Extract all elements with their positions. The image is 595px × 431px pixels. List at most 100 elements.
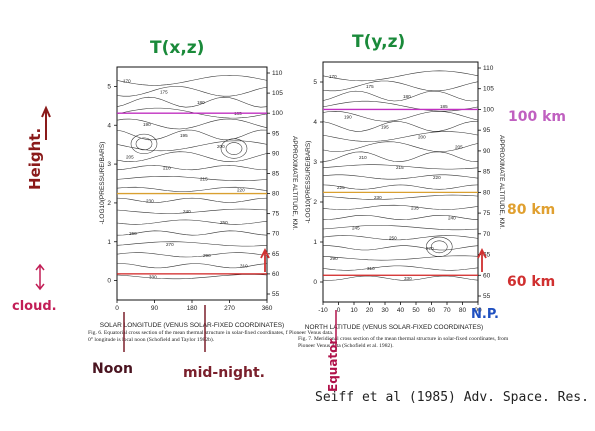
contour-line-260 xyxy=(116,230,268,236)
contour-line-250 xyxy=(322,235,479,241)
contour-line-195 xyxy=(322,121,479,132)
contour-label-290: 290 xyxy=(203,253,211,258)
contour-label-195: 195 xyxy=(381,124,389,129)
y2-tick-label: 55 xyxy=(483,293,491,300)
cloud-annotation: cloud. xyxy=(12,299,57,314)
contour-label-215: 215 xyxy=(396,165,404,170)
y-tick-label: 0 xyxy=(313,279,317,286)
contour-line-330 xyxy=(322,275,479,281)
contour-line-210 xyxy=(116,165,268,171)
y2-tick-label: 75 xyxy=(483,210,491,217)
contour-label-200: 200 xyxy=(418,135,426,140)
y2-tick-label: 70 xyxy=(483,231,491,238)
x-tick-label: 70 xyxy=(443,307,451,314)
panel-right-chart: T(y,z) 170175180185190195200205210215220… xyxy=(298,32,509,349)
x-tick-label: 0 xyxy=(115,305,119,312)
closed-contour xyxy=(135,137,153,151)
y2-tick-label: 100 xyxy=(272,110,283,117)
contour-line-250 xyxy=(116,219,268,225)
x-tick-label: 50 xyxy=(412,307,420,314)
contour-label-240: 240 xyxy=(448,215,456,220)
contour-line-180 xyxy=(116,96,268,108)
x-tick-label: -10 xyxy=(318,307,328,314)
contour-line-195 xyxy=(116,129,268,141)
right-caption-line2: Pioneer Venus data (Schofield et al. 198… xyxy=(298,342,394,349)
y2-tick-label: 85 xyxy=(272,170,280,177)
contour-label-235: 235 xyxy=(411,205,419,210)
y2-tick-label: 95 xyxy=(483,127,491,134)
contour-label-290: 290 xyxy=(330,256,338,261)
y-tick-label: 1 xyxy=(107,239,111,246)
left-chart-title: T(x,z) xyxy=(150,38,204,58)
contour-line-310 xyxy=(322,265,479,271)
annotations: Height. cloud. Noon mid-night. Equator N… xyxy=(12,105,595,405)
x-tick-label: 40 xyxy=(397,307,405,314)
contour-label-330: 330 xyxy=(149,275,157,280)
closed-contour xyxy=(225,142,243,155)
y-tick-label: 2 xyxy=(313,199,317,206)
contour-line-330 xyxy=(116,274,268,280)
contour-line-230 xyxy=(116,197,268,203)
x-tick-label: 180 xyxy=(187,305,198,312)
contour-line-185 xyxy=(116,107,268,119)
contour-label-310: 310 xyxy=(240,264,248,269)
contour-label-210: 210 xyxy=(163,166,171,171)
closed-contour xyxy=(220,138,248,159)
contour-line-235 xyxy=(322,204,479,210)
y-tick-label: 4 xyxy=(107,122,111,129)
right-y2label: APPROXIMATE ALTITUDE, KM. xyxy=(498,135,505,229)
contour-label-270: 270 xyxy=(426,246,434,251)
right-caption-line1: Fig. 7. Meridional cross section of the … xyxy=(298,335,509,342)
y-tick-label: 0 xyxy=(107,278,111,285)
contour-line-190 xyxy=(322,111,479,122)
contour-line-205 xyxy=(322,141,479,152)
contour-line-190 xyxy=(116,118,268,130)
contour-label-220: 220 xyxy=(433,175,441,180)
height-arrow xyxy=(41,105,51,140)
x-tick-label: 270 xyxy=(224,305,235,312)
left-altitude-arrow xyxy=(260,247,270,272)
right-ylabel: -LOG10(PRESSURE/BARS) xyxy=(305,141,312,224)
contour-line-200 xyxy=(116,140,268,152)
left-caption-line2: 0° longitude is local noon (Schofield an… xyxy=(88,336,215,343)
contour-label-170: 170 xyxy=(329,74,337,79)
y2-tick-label: 100 xyxy=(483,106,494,113)
contour-label-245: 245 xyxy=(352,226,360,231)
x-tick-label: 60 xyxy=(428,307,436,314)
contour-line-175 xyxy=(322,80,479,92)
right-altitude-arrow xyxy=(477,247,487,272)
contour-label-310: 310 xyxy=(367,266,375,271)
contour-line-205 xyxy=(116,151,268,162)
y-tick-label: 5 xyxy=(107,83,111,90)
contour-label-175: 175 xyxy=(160,89,168,94)
contour-line-175 xyxy=(116,86,268,97)
contour-line-170 xyxy=(116,75,268,86)
contour-label-180: 180 xyxy=(403,94,411,99)
contour-line-215 xyxy=(322,164,479,170)
y-tick-label: 3 xyxy=(313,159,317,166)
contour-line-230 xyxy=(322,194,479,200)
contour-label-270: 270 xyxy=(166,242,174,247)
height-annotation: Height. xyxy=(26,128,44,190)
contour-label-195: 195 xyxy=(180,133,188,138)
left-ylabel: -LOG10(PRESSURE/BARS) xyxy=(99,142,106,225)
km100-annotation: 100 km xyxy=(508,109,566,125)
left-caption-line1: Fig. 6. Equatorial cross section of the … xyxy=(88,329,334,336)
y-tick-label: 4 xyxy=(313,119,317,126)
y2-tick-label: 105 xyxy=(483,86,494,93)
contour-line-270 xyxy=(116,241,268,247)
y2-tick-label: 80 xyxy=(483,189,491,196)
contour-label-175: 175 xyxy=(366,84,374,89)
contour-label-190: 190 xyxy=(344,114,352,119)
y2-tick-label: 105 xyxy=(272,90,283,97)
y2-tick-label: 90 xyxy=(272,150,280,157)
closed-contour xyxy=(425,236,453,257)
left-contours: 1701751801851901952002052102152202302402… xyxy=(116,75,268,280)
contour-label-240: 240 xyxy=(183,209,191,214)
left-axes: 0 90 180 270 3600123455560657075808590951001… xyxy=(107,70,283,312)
x-tick-label: 90 xyxy=(151,305,159,312)
y2-tick-label: 110 xyxy=(483,65,494,72)
contour-line-220 xyxy=(322,174,479,180)
contour-label-260: 260 xyxy=(129,231,137,236)
contour-line-185 xyxy=(322,100,479,112)
